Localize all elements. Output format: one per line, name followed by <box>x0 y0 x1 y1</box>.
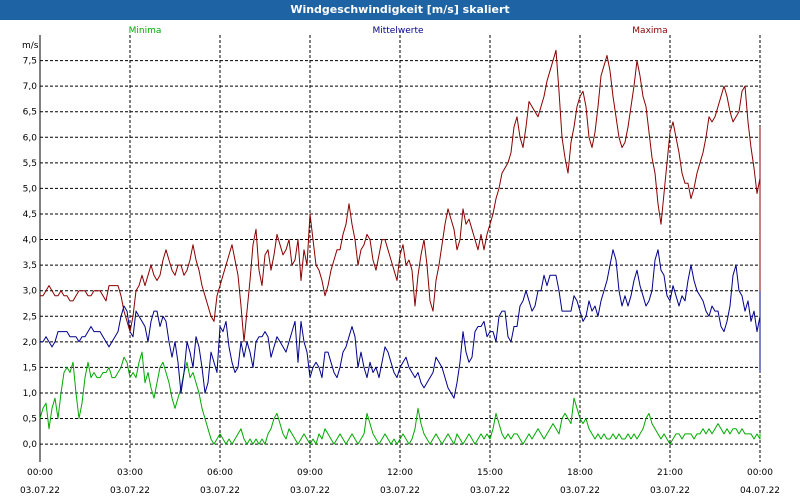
x-tick-time-label: 09:00 <box>297 468 323 478</box>
series-line-mittelwerte <box>40 249 761 399</box>
y-tick-label: 3,0 <box>23 287 38 297</box>
axis-layer: m/s <box>22 35 41 462</box>
y-axis-label: m/s <box>22 41 39 51</box>
y-tick-label: 5,5 <box>23 159 37 169</box>
series-line-maxima <box>40 49 761 343</box>
legend-mittelwerte: Mittelwerte <box>372 26 423 36</box>
x-tick-time-label: 18:00 <box>567 468 593 478</box>
legend-maxima: Maxima <box>632 26 667 36</box>
x-tick-date-label: 04.07.22 <box>740 486 780 496</box>
series-layer <box>39 49 761 445</box>
x-tick-time-label: 00:00 <box>27 468 53 478</box>
y-tick-label: 4,0 <box>23 236 38 246</box>
series-line-minima <box>39 351 761 445</box>
x-tick-time-label: 03:00 <box>117 468 143 478</box>
x-tick-time-label: 00:00 <box>747 468 773 478</box>
x-tick-time-label: 06:00 <box>207 468 233 478</box>
x-tick-date-label: 03.07.22 <box>380 486 420 496</box>
chart-title: Windgeschwindigkeit [m/s] skaliert <box>0 0 800 20</box>
x-tick-date-label: 03.07.22 <box>650 486 690 496</box>
y-tick-label: 1,0 <box>23 389 38 399</box>
y-tick-label: 6,5 <box>23 108 37 118</box>
y-tick-label: 2,0 <box>23 338 38 348</box>
x-tick-time-label: 21:00 <box>657 468 683 478</box>
y-tick-label: 6,0 <box>23 133 38 143</box>
x-tick-date-label: 03.07.22 <box>560 486 600 496</box>
x-tick-date-label: 03.07.22 <box>110 486 150 496</box>
legend-minima: Minima <box>129 26 162 36</box>
x-tick-date-label: 03.07.22 <box>200 486 240 496</box>
y-tick-label: 3,5 <box>23 261 37 271</box>
x-tick-date-label: 03.07.22 <box>20 486 60 496</box>
y-tick-label: 4,5 <box>23 210 37 220</box>
y-tick-label: 7,5 <box>23 57 37 67</box>
chart-canvas: m/s Minima Mittelwerte Maxima 0,0 0,5 1,0 1,5… <box>20 26 780 496</box>
y-tick-label: 0,5 <box>23 415 37 425</box>
y-tick-label: 2,5 <box>23 312 37 322</box>
y-tick-label: 5,0 <box>23 184 38 194</box>
y-tick-label: 1,5 <box>23 363 37 373</box>
ticks-layer: 0,0 0,5 1,0 1,5 2,0 2,5 3,0 3,5 4,0 4,5 5,0 5,5 6,0 6… <box>20 57 780 496</box>
legend: Minima Mittelwerte Maxima <box>129 26 668 36</box>
y-tick-label: 7,0 <box>23 82 38 92</box>
grid-layer <box>39 35 761 462</box>
x-tick-time-label: 15:00 <box>477 468 503 478</box>
x-tick-time-label: 12:00 <box>387 468 413 478</box>
x-tick-date-label: 03.07.22 <box>470 486 510 496</box>
x-tick-date-label: 03.07.22 <box>290 486 330 496</box>
y-tick-label: 0,0 <box>23 440 38 450</box>
